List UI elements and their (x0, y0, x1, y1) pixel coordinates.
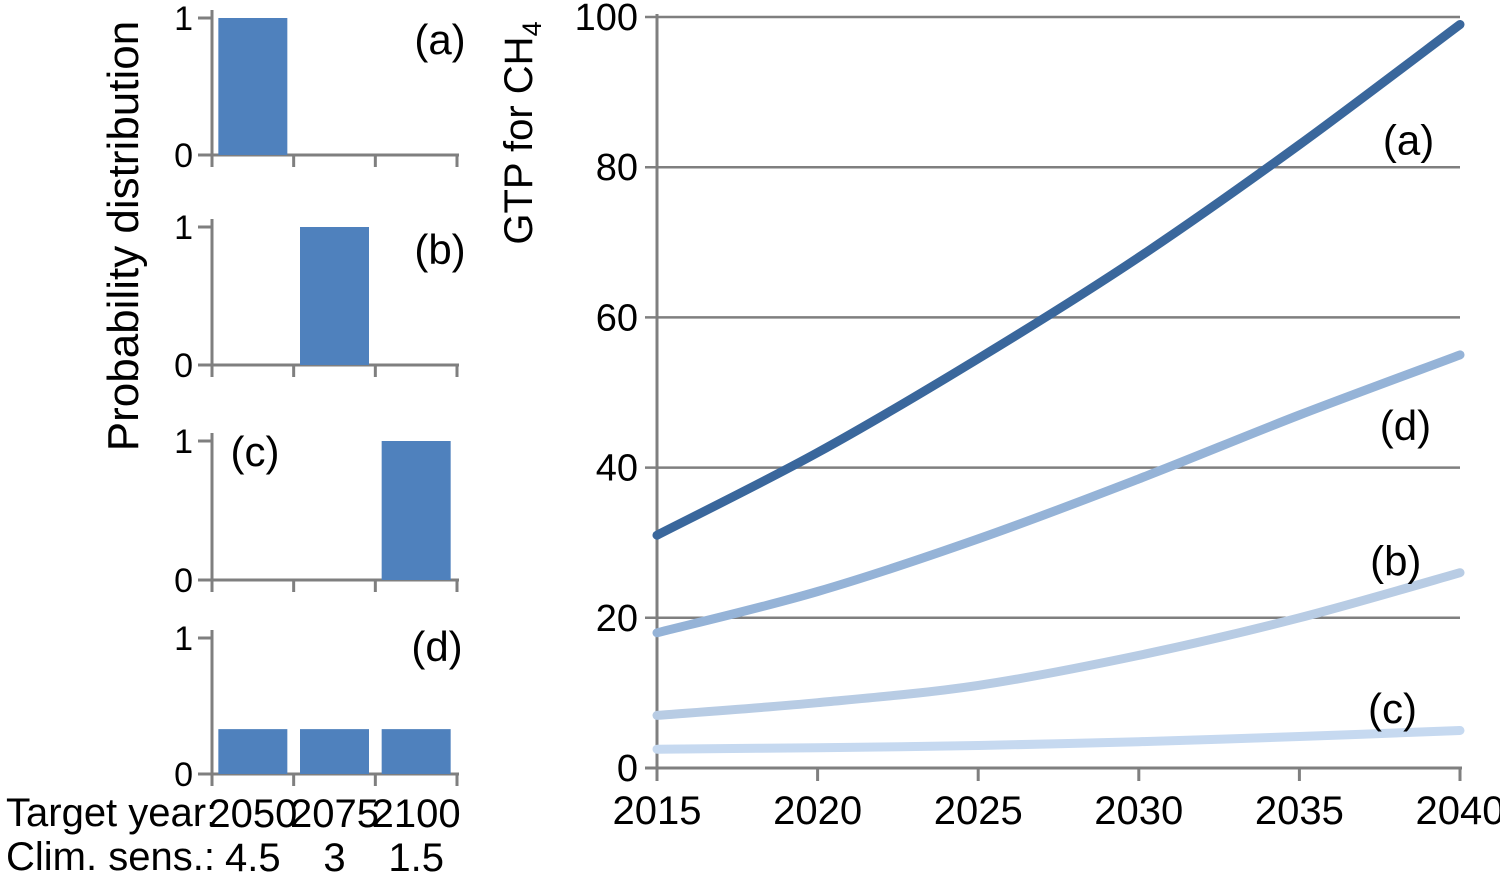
bar-2100 (381, 729, 451, 774)
panel-y-tick-label: 1 (174, 423, 193, 461)
main-y-tick-label: 80 (596, 147, 638, 189)
clim-sens-value: 3 (323, 836, 345, 876)
curve-label-b: (b) (1370, 538, 1421, 585)
panel-y-tick-label: 0 (174, 137, 193, 175)
main-x-tick-label: 2035 (1255, 789, 1344, 833)
panel-label-c: (c) (231, 428, 280, 475)
main-y-tick-label: 60 (596, 297, 638, 339)
panel-label-b: (b) (414, 226, 465, 273)
target-year-caption: Target year: (6, 791, 218, 835)
bar-2075 (300, 729, 369, 774)
main-y-tick-label: 20 (596, 598, 638, 640)
main-x-tick-label: 2040 (1416, 789, 1500, 833)
panel-y-tick-label: 0 (174, 347, 193, 385)
panel-y-tick-label: 1 (174, 209, 193, 247)
bar-2050 (218, 18, 288, 155)
main-x-tick-label: 2030 (1094, 789, 1183, 833)
main-x-tick-label: 2025 (934, 789, 1023, 833)
panel-y-tick-label: 1 (174, 620, 193, 658)
panel-y-tick-label: 1 (174, 0, 193, 38)
main-y-tick-label: 0 (617, 748, 638, 790)
curve-label-c: (c) (1368, 685, 1417, 732)
series-line-d (652, 350, 1465, 638)
bar-2075 (300, 227, 369, 365)
target-year-value: 2100 (372, 792, 461, 836)
series-line-c (652, 726, 1465, 754)
bar-2050 (218, 729, 288, 774)
main-y-tick-label: 40 (596, 448, 638, 490)
panel-label-a: (a) (414, 16, 465, 63)
bar-2100 (381, 441, 451, 580)
clim-sens-value: 4.5 (225, 836, 281, 876)
target-year-value: 2075 (290, 792, 379, 836)
clim-sens-caption: Clim. sens.: (6, 835, 215, 876)
main-y-tick-label: 100 (575, 0, 638, 39)
panel-y-tick-label: 0 (174, 562, 193, 600)
curve-label-a: (a) (1383, 116, 1434, 163)
main-x-tick-label: 2015 (613, 789, 702, 833)
curve-label-d: (d) (1380, 402, 1431, 449)
clim-sens-value: 1.5 (388, 836, 444, 876)
target-year-value: 2050 (208, 792, 297, 836)
main-x-tick-label: 2020 (773, 789, 862, 833)
panel-label-d: (d) (411, 623, 462, 670)
panel-y-tick-label: 0 (174, 756, 193, 794)
series-line-a (652, 20, 1465, 540)
series-line-b (652, 568, 1465, 720)
